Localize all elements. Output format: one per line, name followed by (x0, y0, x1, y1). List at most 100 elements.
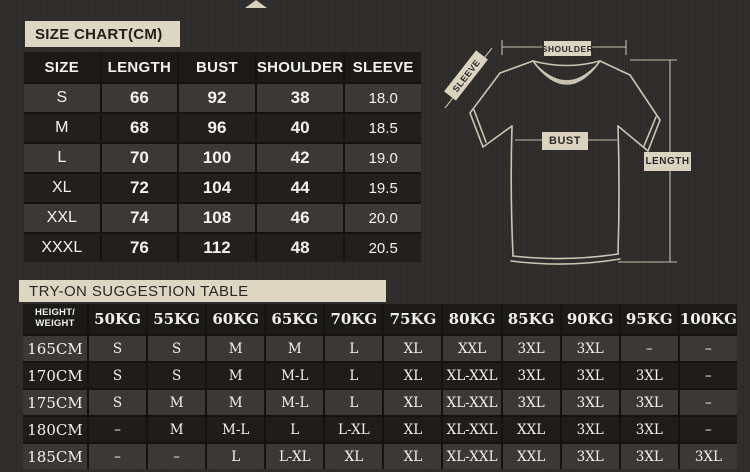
column-header-size: SIZE (24, 52, 100, 82)
shoulder-measure-label: SHOULDER (542, 41, 593, 56)
suggestion-cell: XL (384, 444, 442, 469)
column-header-95kg: 95KG (620, 304, 678, 334)
suggestion-cell: M-L (266, 390, 324, 415)
height-label: 180CM (23, 417, 87, 442)
size-label: S (24, 84, 100, 112)
sleeve-value: 19.5 (345, 174, 421, 202)
suggestion-cell: XL-XXL (443, 417, 501, 442)
suggestion-cell: – (679, 363, 737, 388)
suggestion-cell: L (266, 417, 324, 442)
sleeve-value: 18.5 (345, 114, 421, 142)
tryon-table-title: TRY-ON SUGGESTION TABLE (19, 280, 386, 302)
suggestion-cell: M (207, 390, 265, 415)
suggestion-cell: L-XL (266, 444, 324, 469)
height-label: 185CM (23, 444, 87, 469)
suggestion-cell: – (89, 417, 147, 442)
length-measure-label: LENGTH (644, 152, 691, 171)
shoulder-value: 48 (256, 234, 344, 262)
suggestion-cell: L-XL (325, 417, 383, 442)
corner-header-height-weight: HEIGHT/ WEIGHT (23, 304, 87, 334)
length-value: 72 (101, 174, 178, 202)
shoulder-value: 42 (256, 144, 344, 172)
suggestion-cell: XL-XXL (443, 363, 501, 388)
bust-value: 100 (179, 144, 255, 172)
corner-header-line2: WEIGHT (35, 318, 75, 329)
suggestion-cell: M (207, 336, 265, 361)
height-label: 165CM (23, 336, 87, 361)
suggestion-cell: – (679, 417, 737, 442)
suggestion-cell: – (89, 444, 147, 469)
length-value: 70 (101, 144, 178, 172)
suggestion-cell: XXL (443, 336, 501, 361)
column-header-60kg: 60KG (207, 304, 265, 334)
shoulder-value: 44 (256, 174, 344, 202)
suggestion-cell: S (148, 336, 206, 361)
suggestion-cell: 3XL (620, 417, 678, 442)
size-chart-title: SIZE CHART(CM) (25, 21, 180, 47)
height-label: 175CM (23, 390, 87, 415)
corner-header-line1: HEIGHT/ (35, 307, 75, 319)
column-header-50kg: 50KG (89, 304, 147, 334)
tshirt-measurement-diagram: SHOULDER SLEEVE BUST LENGTH (430, 10, 750, 290)
column-header-70kg: 70KG (325, 304, 383, 334)
suggestion-cell: – (679, 336, 737, 361)
suggestion-cell: XL-XXL (443, 444, 501, 469)
bust-value: 104 (179, 174, 255, 202)
suggestion-cell: S (89, 336, 147, 361)
suggestion-cell: 3XL (502, 336, 560, 361)
column-header-length: LENGTH (101, 52, 178, 82)
suggestion-cell: 3XL (679, 444, 737, 469)
suggestion-cell: XL (325, 444, 383, 469)
suggestion-cell: L (325, 336, 383, 361)
suggestion-cell: L (325, 390, 383, 415)
column-header-65kg: 65KG (266, 304, 324, 334)
suggestion-cell: M (148, 417, 206, 442)
column-header-75kg: 75KG (384, 304, 442, 334)
suggestion-cell: – (148, 444, 206, 469)
tryon-suggestion-table: HEIGHT/ WEIGHT 50KG 55KG 60KG 65KG 70KG … (23, 304, 737, 469)
suggestion-cell: L (325, 363, 383, 388)
scroll-up-arrow-icon (245, 0, 267, 8)
height-label: 170CM (23, 363, 87, 388)
column-header-shoulder: SHOULDER (256, 52, 344, 82)
size-label: XXL (24, 204, 100, 232)
column-header-80kg: 80KG (443, 304, 501, 334)
size-label: XXXL (24, 234, 100, 262)
suggestion-cell: – (620, 336, 678, 361)
column-header-90kg: 90KG (561, 304, 619, 334)
suggestion-cell: L (207, 444, 265, 469)
sleeve-value: 19.0 (345, 144, 421, 172)
size-label: L (24, 144, 100, 172)
suggestion-cell: 3XL (502, 390, 560, 415)
suggestion-cell: XL (384, 417, 442, 442)
suggestion-cell: S (89, 390, 147, 415)
suggestion-cell: 3XL (620, 390, 678, 415)
length-value: 66 (101, 84, 178, 112)
bust-value: 96 (179, 114, 255, 142)
sleeve-value: 18.0 (345, 84, 421, 112)
column-header-55kg: 55KG (148, 304, 206, 334)
suggestion-cell: M-L (266, 363, 324, 388)
shoulder-value: 38 (256, 84, 344, 112)
column-header-sleeve: SLEEVE (345, 52, 421, 82)
size-label: M (24, 114, 100, 142)
suggestion-cell: 3XL (561, 444, 619, 469)
length-value: 74 (101, 204, 178, 232)
suggestion-cell: M-L (207, 417, 265, 442)
column-header-85kg: 85KG (502, 304, 560, 334)
suggestion-cell: M (266, 336, 324, 361)
bust-measure-label: BUST (542, 132, 588, 150)
suggestion-cell: S (89, 363, 147, 388)
suggestion-cell: XL (384, 363, 442, 388)
suggestion-cell: 3XL (561, 417, 619, 442)
sleeve-value: 20.5 (345, 234, 421, 262)
size-chart-table: SIZE LENGTH BUST SHOULDER SLEEVE S 66 92… (24, 52, 421, 262)
length-value: 76 (101, 234, 178, 262)
column-header-bust: BUST (179, 52, 255, 82)
suggestion-cell: 3XL (561, 336, 619, 361)
size-label: XL (24, 174, 100, 202)
suggestion-cell: S (148, 363, 206, 388)
suggestion-cell: 3XL (620, 444, 678, 469)
suggestion-cell: XL (384, 390, 442, 415)
suggestion-cell: – (679, 390, 737, 415)
